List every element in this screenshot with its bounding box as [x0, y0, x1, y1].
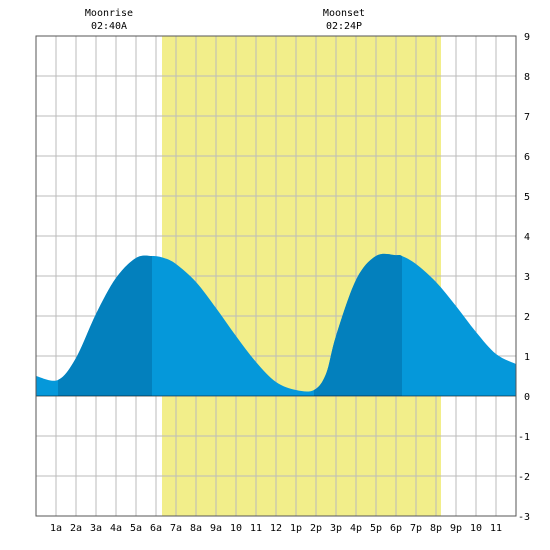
x-tick-label: 1a — [50, 523, 62, 534]
x-tick-label: 6a — [150, 523, 162, 534]
x-tick-label: 8p — [430, 523, 442, 534]
event-name: Moonrise — [85, 8, 133, 19]
x-axis-labels: 1a 2a 3a 4a 5a 6a 7a 8a 9a 10 11 12 1p 2p 3p 4p 5p 6p 7p 8p… — [50, 523, 502, 534]
x-tick-label: 4a — [110, 523, 122, 534]
y-tick-label: 9 — [524, 32, 530, 43]
y-tick-label: -1 — [518, 432, 530, 443]
x-tick-label: 5a — [130, 523, 142, 534]
x-tick-label: 8a — [190, 523, 202, 534]
x-tick-label: 6p — [390, 523, 402, 534]
event-name: Moonset — [323, 8, 365, 19]
plot-frame — [35, 35, 517, 517]
event-time: 02:40A — [91, 21, 127, 32]
event-time: 02:24P — [326, 21, 362, 32]
y-tick-label: 7 — [524, 112, 530, 123]
x-tick-label: 11 — [490, 523, 502, 534]
y-tick-label: 1 — [524, 352, 530, 363]
x-tick-label: 1p — [290, 523, 302, 534]
x-tick-label: 2a — [70, 523, 82, 534]
x-tick-label: 10 — [230, 523, 242, 534]
x-tick-label: 5p — [370, 523, 382, 534]
y-tick-label: 5 — [524, 192, 530, 203]
y-tick-label: 4 — [524, 232, 530, 243]
x-tick-label: 3p — [330, 523, 342, 534]
x-tick-label: 7p — [410, 523, 422, 534]
y-tick-label: 8 — [524, 72, 530, 83]
y-tick-label: 0 — [524, 392, 530, 403]
y-axis-labels: -3 -2 -1 0 1 2 3 4 5 6 7 8 9 — [518, 32, 530, 523]
x-tick-label: 4p — [350, 523, 362, 534]
y-tick-label: 3 — [524, 272, 530, 283]
x-tick-label: 2p — [310, 523, 322, 534]
x-tick-label: 3a — [90, 523, 102, 534]
x-tick-label: 9a — [210, 523, 222, 534]
y-tick-label: 2 — [524, 312, 530, 323]
x-tick-label: 7a — [170, 523, 182, 534]
x-tick-label: 9p — [450, 523, 462, 534]
x-tick-label: 11 — [250, 523, 262, 534]
moon-events: Moonrise 02:40A Moonset 02:24P — [85, 8, 365, 32]
x-tick-label: 12 — [270, 523, 282, 534]
x-tick-label: 10 — [470, 523, 482, 534]
y-tick-label: 6 — [524, 152, 530, 163]
y-tick-label: -2 — [518, 472, 530, 483]
y-tick-label: -3 — [518, 512, 530, 523]
